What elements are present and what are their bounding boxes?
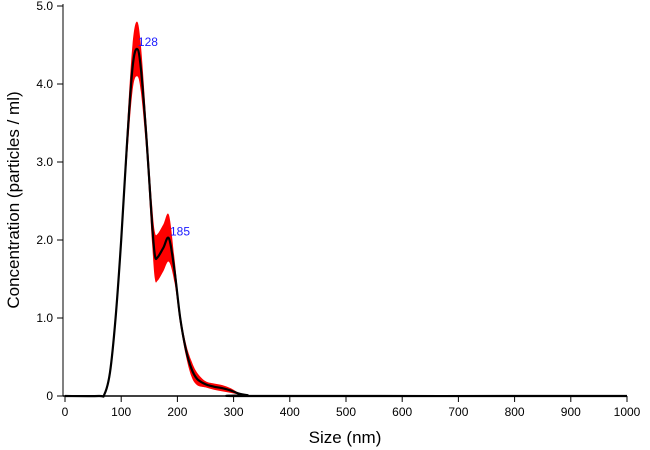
x-tick-label: 200: [167, 405, 187, 419]
y-tick-label: 0: [46, 389, 53, 403]
x-tick-label: 100: [111, 405, 131, 419]
x-tick-label: 0: [62, 405, 69, 419]
x-tick-label: 600: [392, 405, 412, 419]
error-band: [65, 21, 627, 397]
y-tick-label: 2.0: [36, 233, 53, 247]
x-tick-label: 500: [336, 405, 356, 419]
y-tick-label: 4.0: [36, 77, 53, 91]
x-tick-label: 900: [561, 405, 581, 419]
x-tick-label: 400: [280, 405, 300, 419]
y-axis-label: Concentration (particles / ml): [4, 91, 23, 308]
x-tick-label: 800: [505, 405, 525, 419]
y-tick-label: 5.0: [36, 0, 53, 13]
peak-label: 128: [138, 35, 158, 49]
peak-label: 185: [170, 224, 190, 238]
x-tick-label: 700: [448, 405, 468, 419]
y-tick-label: 3.0: [36, 155, 53, 169]
mean-line: [64, 47, 628, 398]
x-tick-label: 1000: [614, 405, 641, 419]
x-tick-label: 300: [224, 405, 244, 419]
y-tick-label: 1.0: [36, 311, 53, 325]
x-axis-label: Size (nm): [309, 428, 382, 447]
